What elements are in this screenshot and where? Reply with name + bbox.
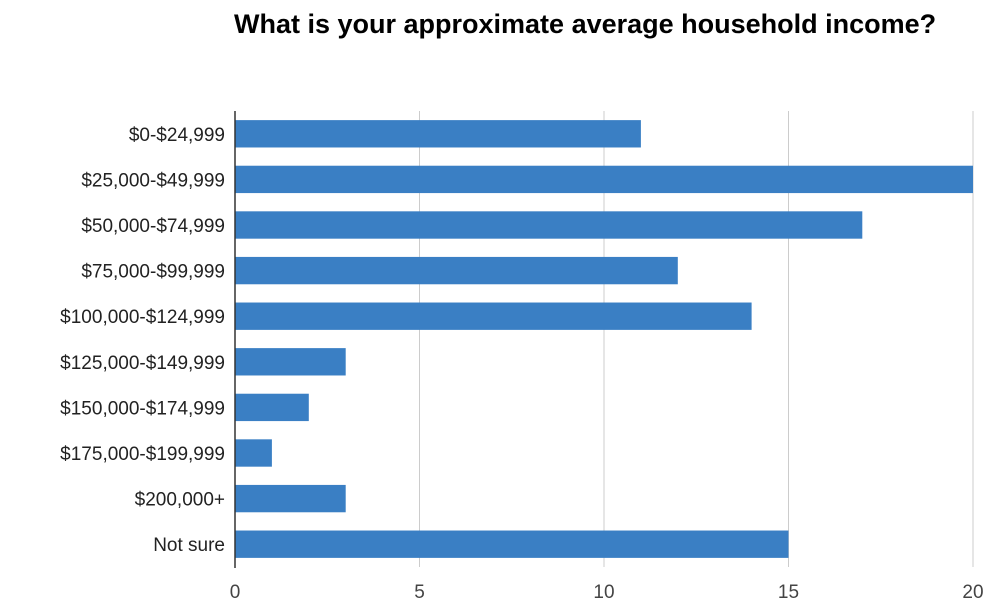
x-tick-label: 15 xyxy=(778,582,799,603)
category-labels: $0-$24,999 $25,000-$49,999 $50,000-$74,999… xyxy=(60,125,225,556)
category-label: $75,000-$99,999 xyxy=(81,262,225,283)
category-label: $175,000-$199,999 xyxy=(60,444,225,465)
bar xyxy=(235,439,272,467)
category-label: $150,000-$174,999 xyxy=(60,398,225,419)
category-label: $50,000-$74,999 xyxy=(81,216,225,237)
x-tick-label: 5 xyxy=(414,582,425,603)
bar xyxy=(235,302,752,330)
category-label: $100,000-$124,999 xyxy=(60,307,225,328)
chart-title: What is your approximate average househo… xyxy=(234,9,937,39)
x-tick-label: 0 xyxy=(230,582,241,603)
bar xyxy=(235,256,678,285)
bar xyxy=(235,120,641,148)
x-tick-label: 20 xyxy=(962,582,983,603)
category-label: Not sure xyxy=(153,535,225,556)
category-label: $25,000-$49,999 xyxy=(81,170,225,191)
category-label: $200,000+ xyxy=(135,490,225,511)
bar xyxy=(235,530,789,558)
bar xyxy=(235,165,973,194)
x-tick-labels: 0 5 10 15 20 xyxy=(230,582,984,603)
bar xyxy=(235,393,309,422)
category-label: $0-$24,999 xyxy=(129,125,225,146)
bars xyxy=(235,120,973,558)
bar xyxy=(235,484,346,513)
bar xyxy=(235,348,346,376)
bar xyxy=(235,211,863,239)
x-tick-label: 10 xyxy=(593,582,614,603)
category-label: $125,000-$149,999 xyxy=(60,353,225,374)
